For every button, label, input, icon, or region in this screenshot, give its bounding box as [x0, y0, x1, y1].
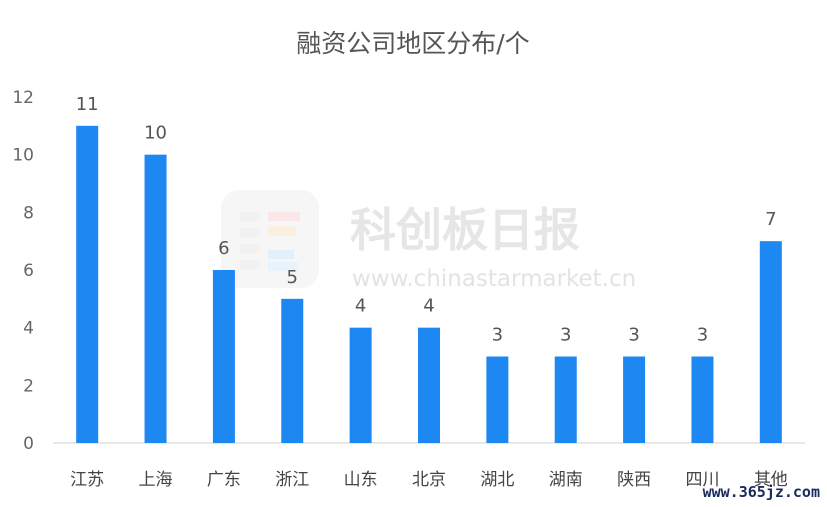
- bar-value-label: 5: [287, 267, 298, 288]
- x-category-label: 浙江: [275, 470, 309, 490]
- bar: [554, 356, 577, 443]
- corner-watermark-text: www.365jz.com: [703, 483, 820, 501]
- y-tick-label: 12: [12, 88, 34, 108]
- bar-value-label: 3: [697, 325, 708, 346]
- bar: [76, 125, 99, 443]
- x-axis-ticks: 江苏 上海 广东 浙江 山东 北京 湖北 湖南 陕西 四川 其他: [70, 470, 788, 490]
- x-category-label: 上海: [139, 470, 173, 490]
- bar-value-label: 3: [492, 325, 503, 346]
- bar-value-label: 4: [423, 296, 434, 317]
- y-tick-label: 0: [23, 434, 34, 454]
- watermark-brand-text: 科创板日报: [350, 203, 580, 257]
- bar-value-label: 4: [355, 296, 366, 317]
- bar-value-label: 3: [560, 325, 571, 346]
- y-tick-label: 6: [23, 261, 34, 281]
- data-labels: 11 10 6 5 4 4 3 3 3 3 7: [76, 94, 777, 346]
- y-tick-label: 10: [12, 146, 34, 166]
- bar: [691, 356, 714, 443]
- bar-value-label: 3: [628, 325, 639, 346]
- x-category-label: 湖北: [480, 470, 514, 490]
- x-category-label: 四川: [685, 470, 719, 490]
- bar: [486, 356, 509, 443]
- bar-value-label: 6: [218, 238, 229, 259]
- x-category-label: 湖南: [549, 470, 583, 490]
- bar: [759, 241, 782, 443]
- bar: [212, 270, 235, 443]
- watermark-url-text: www.chinastarmarket.cn: [352, 266, 636, 292]
- bar: [623, 356, 646, 443]
- x-category-label: 广东: [207, 470, 241, 490]
- y-tick-label: 4: [23, 319, 34, 339]
- x-category-label: 江苏: [70, 470, 104, 490]
- y-tick-label: 2: [23, 376, 34, 396]
- bar-value-label: 7: [765, 209, 776, 230]
- bar-value-label: 11: [76, 94, 99, 115]
- bar: [144, 154, 167, 443]
- watermark-logo-icon: [221, 190, 319, 288]
- x-category-label: 北京: [412, 470, 446, 490]
- x-category-label: 山东: [344, 470, 378, 490]
- y-axis-ticks: 0 2 4 6 8 10 12: [12, 88, 34, 454]
- chart-title: 融资公司地区分布/个: [296, 29, 529, 58]
- x-category-label: 其他: [754, 470, 788, 490]
- bar-series: [76, 125, 782, 443]
- y-tick-label: 8: [23, 203, 34, 223]
- bar-value-label: 10: [144, 123, 167, 144]
- bar: [418, 327, 440, 443]
- x-category-label: 陕西: [617, 470, 651, 490]
- bar: [349, 327, 372, 443]
- bar: [281, 298, 304, 443]
